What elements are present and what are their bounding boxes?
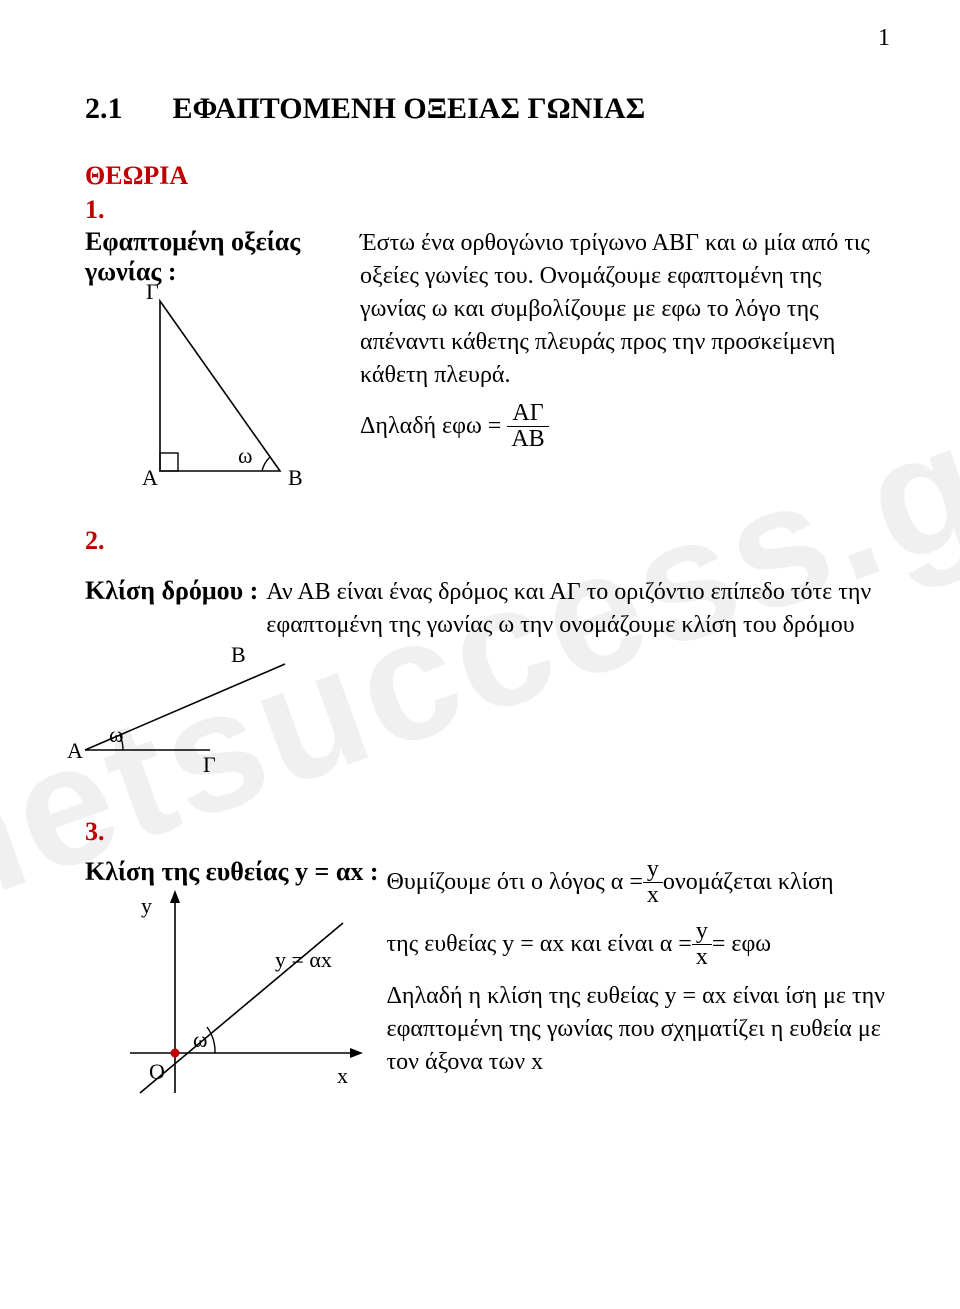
section-number: 2.1 <box>85 92 123 126</box>
tri-label-G: Γ <box>146 281 159 304</box>
item1-left: Εφαπτομένη οξείας γωνίας : Α Β Γ ω <box>85 227 360 496</box>
section-title: ΕΦΑΠΤΟΜΕΝΗ ΟΞΕΙΑΣ ΓΩΝΙΑΣ <box>173 92 646 126</box>
item2-number: 2. <box>85 526 890 556</box>
item1-eq-den: ΑΒ <box>507 427 548 452</box>
item3-label: Κλίση της ευθείας y = αx : <box>85 857 379 886</box>
page-number: 1 <box>85 25 890 52</box>
item3-l2-num: y <box>692 919 712 945</box>
item1-label: Εφαπτομένη οξείας γωνίας : <box>85 227 300 286</box>
item1-number: 1. <box>85 195 890 225</box>
slope-label-omega: ω <box>109 722 123 747</box>
item3-row: Κλίση της ευθείας y = αx : <box>85 857 890 1118</box>
item2-paragraph: Αν ΑΒ είναι ένας δρόμος και ΑΓ το οριζόν… <box>266 576 890 642</box>
diagram-slope: Α ω Β Γ <box>55 642 305 772</box>
item3-l2-den: x <box>692 945 712 970</box>
item1-right: Έστω ένα ορθογώνιο τρίγωνο ΑΒΓ και ω μία… <box>360 227 890 452</box>
diagram-triangle: Α Β Γ ω <box>110 281 330 491</box>
slope-label-G: Γ <box>203 752 216 772</box>
tri-label-B: Β <box>288 465 303 490</box>
item1-equation: Δηλαδή εφω = ΑΓ ΑΒ <box>360 401 880 452</box>
page-root: { "page_number": "1", "watermark": "nets… <box>0 0 960 1309</box>
item3-l1b: ονομάζεται κλίση <box>663 866 834 899</box>
slope-label-B: Β <box>231 642 246 667</box>
item3-line3: Δηλαδή η κλίση της ευθείας y = αx είναι … <box>387 980 891 1079</box>
line-equation-label: y = αx <box>275 947 332 972</box>
item1-eq-num: ΑΓ <box>507 401 548 427</box>
item3-line1: Θυμίζουμε ότι ο λόγος α = y x ονομάζεται… <box>387 857 891 908</box>
diagram-line: y x Ο ω y = αx <box>105 883 375 1113</box>
item2-row: Κλίση δρόμου : Αν ΑΒ είναι ένας δρόμος κ… <box>85 576 890 642</box>
origin-label: Ο <box>149 1059 165 1084</box>
axis-y-label: y <box>141 893 152 918</box>
slope-label-A: Α <box>67 738 83 763</box>
theory-heading: ΘΕΩΡΙΑ <box>85 161 890 191</box>
item3-l1-frac: y x <box>643 857 663 908</box>
tri-label-A: Α <box>142 465 158 490</box>
item3-line2: της ευθείας y = αx και είναι α = y x = ε… <box>387 919 891 970</box>
line-angle-omega: ω <box>193 1027 207 1052</box>
item3-l1a: Θυμίζουμε ότι ο λόγος α = <box>387 866 643 899</box>
item3-l1-den: x <box>643 883 663 908</box>
item1-row: Εφαπτομένη οξείας γωνίας : Α Β Γ ω Έστω … <box>85 227 890 496</box>
item3-diagram-wrap: y x Ο ω y = αx <box>105 883 379 1118</box>
item3-text: Θυμίζουμε ότι ο λόγος α = y x ονομάζεται… <box>387 857 891 1079</box>
item2-diagram-wrap: Α ω Β Γ <box>55 642 890 777</box>
tri-label-omega: ω <box>238 443 252 468</box>
axis-x-label: x <box>337 1063 348 1088</box>
item3-l2b: = εφω <box>712 928 771 961</box>
item3-number: 3. <box>85 817 890 847</box>
item3-l1-num: y <box>643 857 663 883</box>
item3-l2-frac: y x <box>692 919 712 970</box>
section-title-row: 2.1 ΕΦΑΠΤΟΜΕΝΗ ΟΞΕΙΑΣ ΓΩΝΙΑΣ <box>85 92 890 126</box>
item1-paragraph: Έστω ένα ορθογώνιο τρίγωνο ΑΒΓ και ω μία… <box>360 227 880 393</box>
page-content: 1 2.1 ΕΦΑΠΤΟΜΕΝΗ ΟΞΕΙΑΣ ΓΩΝΙΑΣ ΘΕΩΡΙΑ 1.… <box>0 0 960 1118</box>
item1-eq-prefix: Δηλαδή εφω = <box>360 410 501 443</box>
item1-eq-fraction: ΑΓ ΑΒ <box>507 401 548 452</box>
item3-l2a: της ευθείας y = αx και είναι α = <box>387 928 692 961</box>
item2-label: Κλίση δρόμου : <box>85 576 258 606</box>
